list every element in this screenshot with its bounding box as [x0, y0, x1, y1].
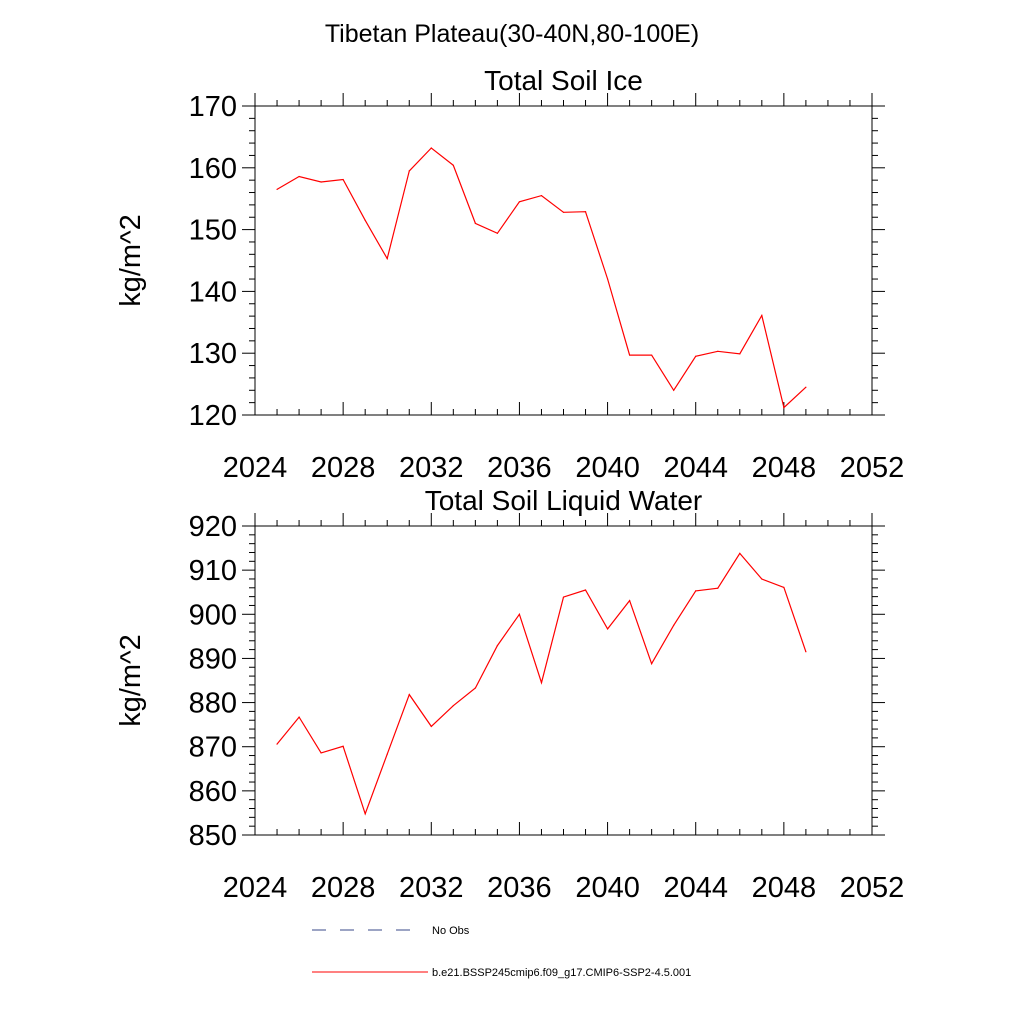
y-tick-label: 130 [189, 338, 237, 370]
data-point [386, 753, 388, 755]
data-point [695, 355, 697, 357]
x-tick-label: 2024 [223, 872, 288, 904]
x-tick-label: 2036 [487, 452, 552, 484]
data-point [364, 219, 366, 221]
legend-no-obs-label: No Obs [432, 925, 470, 937]
x-tick-label: 2044 [663, 452, 728, 484]
y-axis-label: kg/m^2 [115, 214, 147, 307]
x-tick-label: 2048 [752, 872, 817, 904]
y-tick-label: 160 [189, 153, 237, 185]
legend: No Obs b.e21.BSSP245cmip6.f09_g17.CMIP6-… [312, 925, 691, 979]
data-point [673, 624, 675, 626]
data-point [562, 596, 565, 598]
legend-series-label: b.e21.BSSP245cmip6.f09_g17.CMIP6-SSP2-4.… [432, 967, 691, 979]
data-point [717, 350, 719, 352]
y-tick-label: 900 [189, 599, 237, 631]
chart-panel-2: Total Soil Liquid Water kg/m^2 2024 2028 203… [115, 485, 904, 904]
data-point [629, 600, 631, 602]
data-point [430, 725, 432, 728]
y-tick-label: 880 [189, 688, 237, 720]
data-point [518, 613, 521, 615]
y-tick-label: 890 [189, 643, 237, 675]
x-tick-label: 2040 [575, 872, 640, 904]
data-point [364, 813, 366, 815]
data-point [408, 694, 410, 696]
x-tick-label: 2052 [840, 872, 905, 904]
data-point [761, 578, 763, 580]
x-tick-label: 2028 [311, 452, 376, 484]
data-point [783, 586, 785, 588]
figure-title: Tibetan Plateau(30-40N,80-100E) [325, 20, 699, 48]
y-tick-label: 140 [189, 276, 237, 308]
data-point [651, 354, 653, 356]
data-point [298, 175, 300, 178]
series-line-1 [276, 147, 807, 409]
data-point [452, 164, 454, 166]
plot-frame [254, 525, 873, 836]
data-point [695, 590, 697, 592]
x-tick-label: 2032 [399, 872, 464, 904]
y-axis-label: kg/m^2 [115, 634, 147, 727]
y-tick-label: 860 [189, 776, 237, 808]
data-point [606, 628, 609, 630]
data-point [496, 232, 498, 234]
data-point [651, 663, 653, 665]
x-tick-label: 2032 [399, 452, 464, 484]
data-point [298, 716, 300, 718]
y-tick-label: 170 [189, 91, 237, 123]
data-point [562, 211, 565, 213]
y-tick-label: 120 [189, 400, 237, 432]
data-point [761, 314, 763, 317]
data-point [540, 682, 543, 684]
data-point [474, 222, 476, 225]
data-point [629, 354, 631, 356]
x-tick-label: 2028 [311, 872, 376, 904]
y-tick-label: 150 [189, 215, 237, 247]
data-point [783, 406, 785, 409]
chart-panel-1: Total Soil Ice kg/m^2 2024 2028 2032 2036 2040… [115, 65, 904, 484]
x-tick-label: 2048 [752, 452, 817, 484]
data-point [342, 745, 344, 747]
data-point [717, 587, 719, 589]
y-tick-label: 850 [189, 820, 237, 852]
chart-title: Total Soil Liquid Water [425, 485, 703, 516]
x-tick-label: 2052 [840, 452, 905, 484]
data-point [430, 147, 432, 149]
data-point [496, 645, 498, 647]
data-point [805, 386, 807, 388]
x-tick-label: 2044 [663, 872, 728, 904]
data-point [276, 188, 278, 191]
data-point [518, 201, 521, 203]
series-line-1 [276, 552, 807, 816]
x-tick-label: 2036 [487, 872, 552, 904]
data-point [386, 258, 388, 260]
data-point [805, 651, 807, 653]
data-point [739, 353, 741, 355]
data-point [540, 195, 543, 197]
data-point [673, 389, 675, 391]
y-tick-label: 910 [189, 555, 237, 587]
data-point [584, 589, 587, 591]
y-tick-label: 870 [189, 732, 237, 764]
chart-title: Total Soil Ice [484, 65, 643, 96]
data-point [342, 178, 344, 181]
x-tick-label: 2040 [575, 452, 640, 484]
data-point [276, 743, 278, 745]
data-point [320, 752, 322, 754]
data-point [739, 552, 741, 554]
y-tick-label: 920 [189, 511, 237, 543]
x-tick-label: 2024 [223, 452, 288, 484]
data-point [584, 211, 587, 213]
data-point [320, 181, 322, 183]
plot-frame [254, 105, 873, 416]
data-point [452, 705, 454, 707]
data-point [606, 278, 609, 280]
data-point [474, 687, 476, 689]
data-point [408, 170, 410, 172]
